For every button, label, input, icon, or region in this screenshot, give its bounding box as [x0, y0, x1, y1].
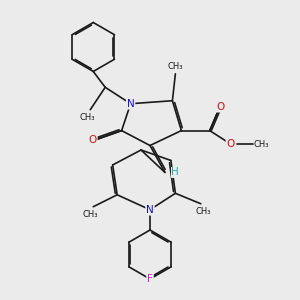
Text: F: F — [147, 274, 153, 284]
Text: N: N — [146, 205, 154, 215]
Text: H: H — [172, 167, 179, 177]
Text: O: O — [226, 139, 235, 149]
Text: N: N — [127, 99, 134, 109]
Text: CH₃: CH₃ — [168, 62, 183, 71]
Text: O: O — [88, 134, 97, 145]
Text: CH₃: CH₃ — [82, 210, 98, 219]
Text: CH₃: CH₃ — [196, 207, 212, 216]
Text: O: O — [216, 102, 224, 112]
Text: CH₃: CH₃ — [80, 113, 95, 122]
Text: CH₃: CH₃ — [253, 140, 268, 148]
